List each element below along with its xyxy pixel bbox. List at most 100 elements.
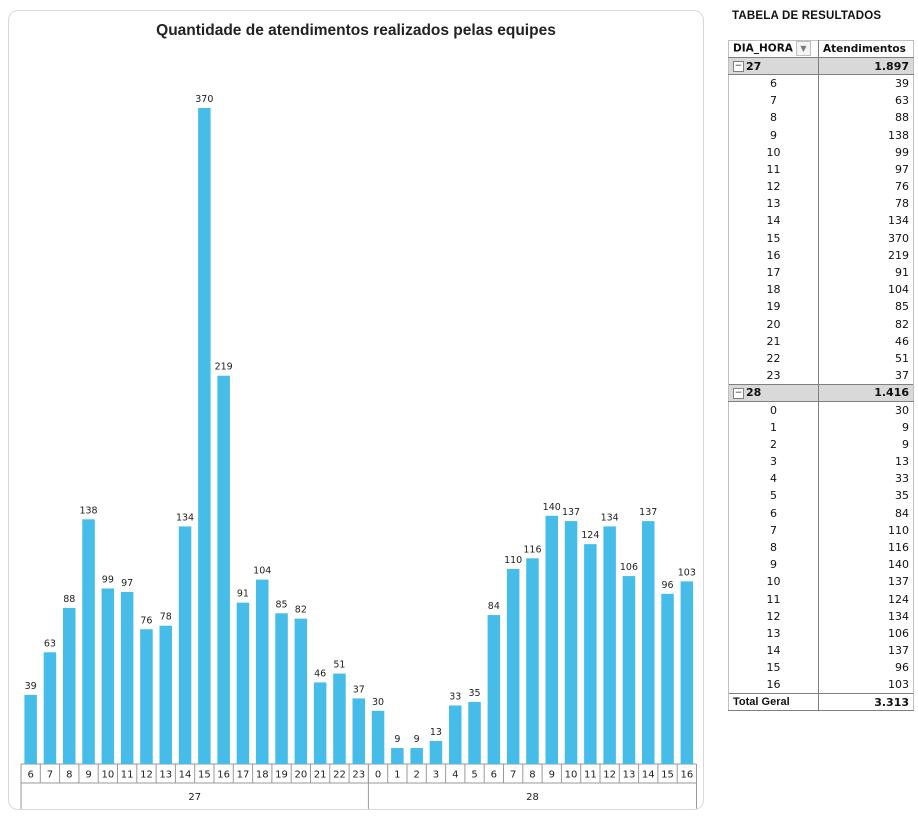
x-tick-label: 9: [549, 770, 555, 781]
col-header-atendimentos: Atendimentos: [818, 39, 914, 59]
data-label: 96: [662, 580, 674, 591]
chart-title: Quantidade de atendimentos realizados pe…: [156, 22, 556, 39]
bar-27-15: [198, 108, 211, 764]
pivot-row: 16 103: [728, 676, 914, 694]
data-label: 51: [333, 660, 345, 671]
pivot-row: 13 78: [728, 195, 914, 213]
x-tick-label: 23: [352, 770, 365, 781]
pivot-row-hour: 9: [728, 556, 819, 574]
pivot-row-value: 138: [818, 126, 914, 144]
col-header-dia-hora: DIA_HORA ▼: [728, 39, 819, 59]
bar-27-19: [275, 613, 288, 764]
pivot-row-hour: 0: [728, 401, 819, 419]
bar-27-6: [24, 694, 37, 764]
x-tick-label: 8: [529, 770, 535, 781]
x-tick-label: 15: [661, 770, 674, 781]
x-tick-label: 21: [314, 770, 327, 781]
bar-28-13: [622, 576, 636, 764]
data-label: 116: [523, 544, 541, 555]
pivot-group-row: −27 1.897: [728, 57, 914, 76]
pivot-row-hour: 23: [728, 367, 819, 385]
pivot-row: 15 370: [728, 229, 914, 247]
pivot-row: 0 30: [728, 401, 914, 419]
pivot-group-label: −27: [728, 57, 819, 76]
pivot-group-row: −28 1.416: [728, 383, 914, 402]
x-tick-label: 0: [375, 770, 381, 781]
filter-dropdown-icon[interactable]: ▼: [795, 41, 811, 57]
pivot-row-value: 134: [818, 607, 914, 625]
pivot-row-value: 37: [818, 367, 914, 385]
pivot-row-value: 76: [818, 178, 914, 196]
pivot-row: 9 138: [728, 126, 914, 144]
pivot-row: 17 91: [728, 263, 914, 282]
pivot-row-value: 96: [818, 659, 914, 677]
bar-27-23: [352, 698, 365, 764]
pivot-row: 7 63: [728, 92, 914, 110]
pivot-row-value: 140: [818, 556, 914, 574]
collapse-minus-icon[interactable]: −: [733, 61, 744, 73]
data-label: 138: [79, 505, 97, 516]
pivot-row-hour: 11: [728, 160, 819, 178]
pivot-table: DIA_HORA ▼ Atendimentos −27 1.897 6 39 7 63 8 88…: [728, 39, 914, 712]
pivot-row-hour: 9: [728, 126, 819, 144]
bar-27-20: [294, 618, 308, 764]
x-tick-label: 4: [452, 770, 458, 781]
pivot-row-hour: 4: [728, 470, 819, 488]
bar-28-14: [642, 521, 655, 764]
pivot-row: 3 13: [728, 453, 914, 471]
pivot-row-value: 78: [818, 195, 914, 213]
data-label: 97: [121, 578, 133, 589]
x-tick-label: 18: [256, 770, 269, 781]
data-label: 85: [276, 599, 288, 610]
pivot-row-hour: 22: [728, 349, 819, 368]
x-tick-label: 14: [642, 770, 655, 781]
pivot-row-hour: 8: [728, 538, 819, 557]
pivot-row-value: 9: [818, 418, 914, 436]
data-label: 35: [469, 688, 481, 699]
pivot-row-value: 137: [818, 573, 914, 591]
pivot-total-row: Total Geral 3.313: [728, 693, 914, 712]
pivot-row-value: 84: [818, 504, 914, 522]
x-tick-label: 2: [413, 770, 419, 781]
data-label: 78: [160, 612, 172, 623]
bar-27-18: [256, 579, 269, 764]
pivot-row-hour: 14: [728, 212, 819, 230]
pivot-row: 9 140: [728, 556, 914, 574]
data-label: 110: [504, 555, 522, 566]
pivot-row-hour: 11: [728, 590, 819, 608]
pivot-row-hour: 14: [728, 642, 819, 660]
data-label: 30: [372, 697, 384, 708]
pivot-row: 10 137: [728, 573, 914, 591]
bar-28-7: [506, 568, 520, 764]
pivot-row-value: 63: [818, 92, 914, 110]
data-label: 37: [353, 684, 365, 695]
x-tick-label: 14: [179, 770, 192, 781]
data-label: 370: [195, 94, 213, 105]
pivot-row-value: 106: [818, 624, 914, 643]
pivot-row-value: 88: [818, 109, 914, 127]
bar-27-12: [140, 629, 153, 764]
x-tick-label: 7: [510, 770, 516, 781]
pivot-group-name: 28: [746, 386, 762, 400]
pivot-row-value: 39: [818, 74, 914, 93]
data-label: 82: [295, 605, 307, 616]
pivot-row: 23 37: [728, 367, 914, 385]
pivot-row: 20 82: [728, 315, 914, 333]
collapse-minus-icon[interactable]: −: [733, 387, 744, 399]
pivot-row-hour: 5: [728, 487, 819, 505]
x-tick-label: 6: [27, 770, 33, 781]
pivot-row-hour: 7: [728, 92, 819, 110]
data-label: 106: [620, 562, 638, 573]
pivot-row: 13 106: [728, 624, 914, 643]
pivot-row-hour: 7: [728, 521, 819, 539]
data-label: 99: [102, 574, 114, 585]
data-label: 137: [639, 507, 657, 518]
pivot-row: 11 97: [728, 160, 914, 178]
pivot-row-value: 91: [818, 263, 914, 282]
pivot-row: 12 134: [728, 607, 914, 625]
pivot-row-hour: 16: [728, 676, 819, 694]
pivot-row-value: 99: [818, 143, 914, 161]
pivot-row: 4 33: [728, 470, 914, 488]
bar-28-16: [680, 581, 694, 764]
pivot-row-hour: 20: [728, 315, 819, 333]
